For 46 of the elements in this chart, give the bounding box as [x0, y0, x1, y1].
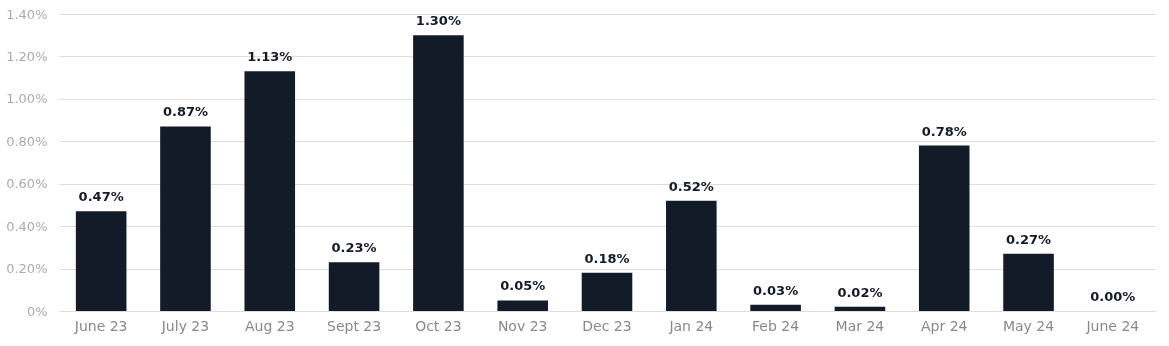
bar — [666, 200, 717, 311]
x-tick-label: Jan 24 — [668, 317, 714, 334]
y-tick-label: 1.00% — [6, 91, 48, 107]
x-tick-label: June 24 — [1085, 317, 1140, 334]
bar — [160, 126, 211, 311]
y-tick-label: 1.20% — [6, 48, 48, 64]
data-label: 0.02% — [837, 284, 883, 300]
x-tick-label: Feb 24 — [752, 317, 800, 334]
y-tick-label: 1.40% — [6, 6, 48, 22]
y-tick-label: 0% — [26, 303, 48, 319]
bar — [581, 272, 633, 311]
bar — [75, 211, 127, 311]
data-label: 0.27% — [1005, 231, 1052, 247]
x-tick-label: Oct 23 — [415, 317, 462, 334]
bar — [750, 304, 801, 311]
x-tick-label: June 23 — [73, 317, 128, 334]
data-label: 0.87% — [162, 104, 209, 120]
bar — [497, 300, 548, 311]
x-tick-label: July 23 — [160, 317, 210, 334]
data-label: 1.30% — [415, 13, 461, 29]
y-tick-label: 0.60% — [6, 176, 48, 192]
bar — [918, 145, 970, 311]
x-tick-label: May 24 — [1002, 317, 1055, 334]
bar — [328, 262, 380, 311]
x-tick-label: Aug 23 — [244, 317, 295, 334]
x-tick-label: Dec 23 — [582, 317, 632, 334]
data-label: 1.13% — [247, 49, 293, 65]
data-label: 0.47% — [78, 189, 124, 205]
y-tick-label: 0.20% — [6, 261, 48, 277]
y-tick-label: 0.40% — [6, 218, 48, 234]
bar — [1003, 253, 1054, 311]
data-label: 0.03% — [753, 282, 799, 298]
data-label: 0.23% — [331, 240, 377, 256]
x-tick-label: Sept 23 — [327, 317, 382, 334]
bar — [834, 306, 886, 311]
data-label: 0.05% — [500, 278, 546, 294]
x-tick-label: Mar 24 — [835, 317, 885, 334]
bar — [413, 35, 464, 311]
data-label: 0.00% — [1090, 289, 1136, 304]
y-tick-label: 0.80% — [6, 133, 48, 149]
data-label: 0.18% — [584, 250, 630, 266]
data-label: 0.78% — [921, 123, 967, 139]
x-tick-label: Nov 23 — [497, 317, 548, 334]
bar — [244, 71, 296, 311]
x-tick-label: Apr 24 — [920, 317, 968, 334]
data-label: 0.52% — [668, 178, 714, 194]
